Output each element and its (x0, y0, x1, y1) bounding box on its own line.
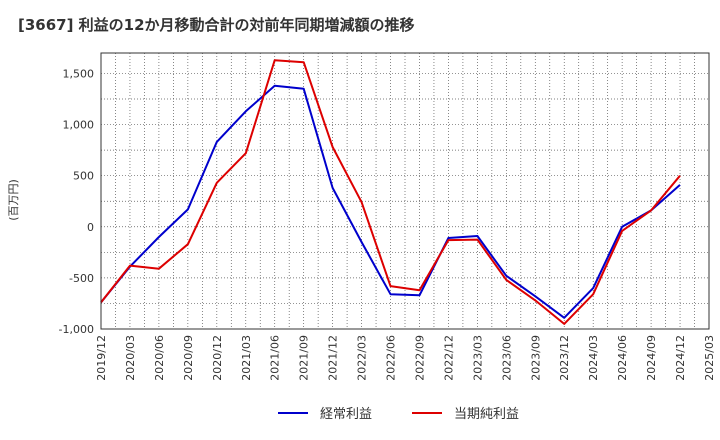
x-tick-label: 2022/03 (356, 335, 369, 381)
x-tick-label: 2024/12 (674, 335, 687, 381)
x-tick-label: 2019/12 (95, 335, 108, 381)
y-tick-label: 0 (87, 221, 94, 234)
y-tick-label: 1,500 (63, 67, 95, 80)
series-lines (100, 59, 681, 325)
grid-lines (101, 53, 709, 329)
series-line-2 (100, 59, 681, 325)
legend-label-1: 経常利益 (320, 407, 372, 422)
x-tick-label: 2024/03 (587, 335, 600, 381)
plot-border (100, 52, 710, 330)
x-tick-label: 2022/12 (442, 335, 455, 381)
x-tick-label: 2020/03 (124, 335, 137, 381)
x-tick-label: 2023/09 (529, 335, 542, 381)
x-tick-label: 2021/03 (240, 335, 253, 381)
legend-label-2: 当期純利益 (454, 407, 519, 422)
x-tick-label: 2025/03 (703, 335, 716, 381)
x-tick-label: 2024/09 (645, 335, 658, 381)
x-tick-label: 2023/12 (558, 335, 571, 381)
y-axis-title: (百万円) (7, 179, 20, 221)
x-tick-labels: 2019/12 2020/03 2020/06 2020/09 2020/12 2021/… (95, 335, 716, 381)
y-tick-labels: -1,000 -500 0 500 1,000 1,500 (59, 67, 94, 336)
y-tick-label: -500 (69, 272, 94, 285)
legend: 経常利益 当期純利益 (278, 407, 519, 422)
x-tick-label: 2022/06 (385, 335, 398, 381)
x-tick-label: 2020/12 (211, 335, 224, 381)
y-tick-label: 500 (73, 170, 94, 183)
y-tick-label: -1,000 (59, 323, 94, 336)
x-tick-label: 2023/06 (500, 335, 513, 381)
x-tick-label: 2020/06 (153, 335, 166, 381)
x-tick-label: 2020/09 (182, 335, 195, 381)
series-line-1 (100, 84, 681, 319)
x-tick-label: 2024/06 (616, 335, 629, 381)
chart-title: [3667] 利益の12か月移動合計の対前年同期増減額の推移 (18, 16, 415, 34)
x-tick-label: 2021/12 (327, 335, 340, 381)
x-tick-label: 2021/06 (269, 335, 282, 381)
y-tick-label: 1,000 (63, 119, 95, 132)
x-tick-label: 2023/03 (471, 335, 484, 381)
x-tick-label: 2022/09 (413, 335, 426, 381)
x-tick-label: 2021/09 (298, 335, 311, 381)
